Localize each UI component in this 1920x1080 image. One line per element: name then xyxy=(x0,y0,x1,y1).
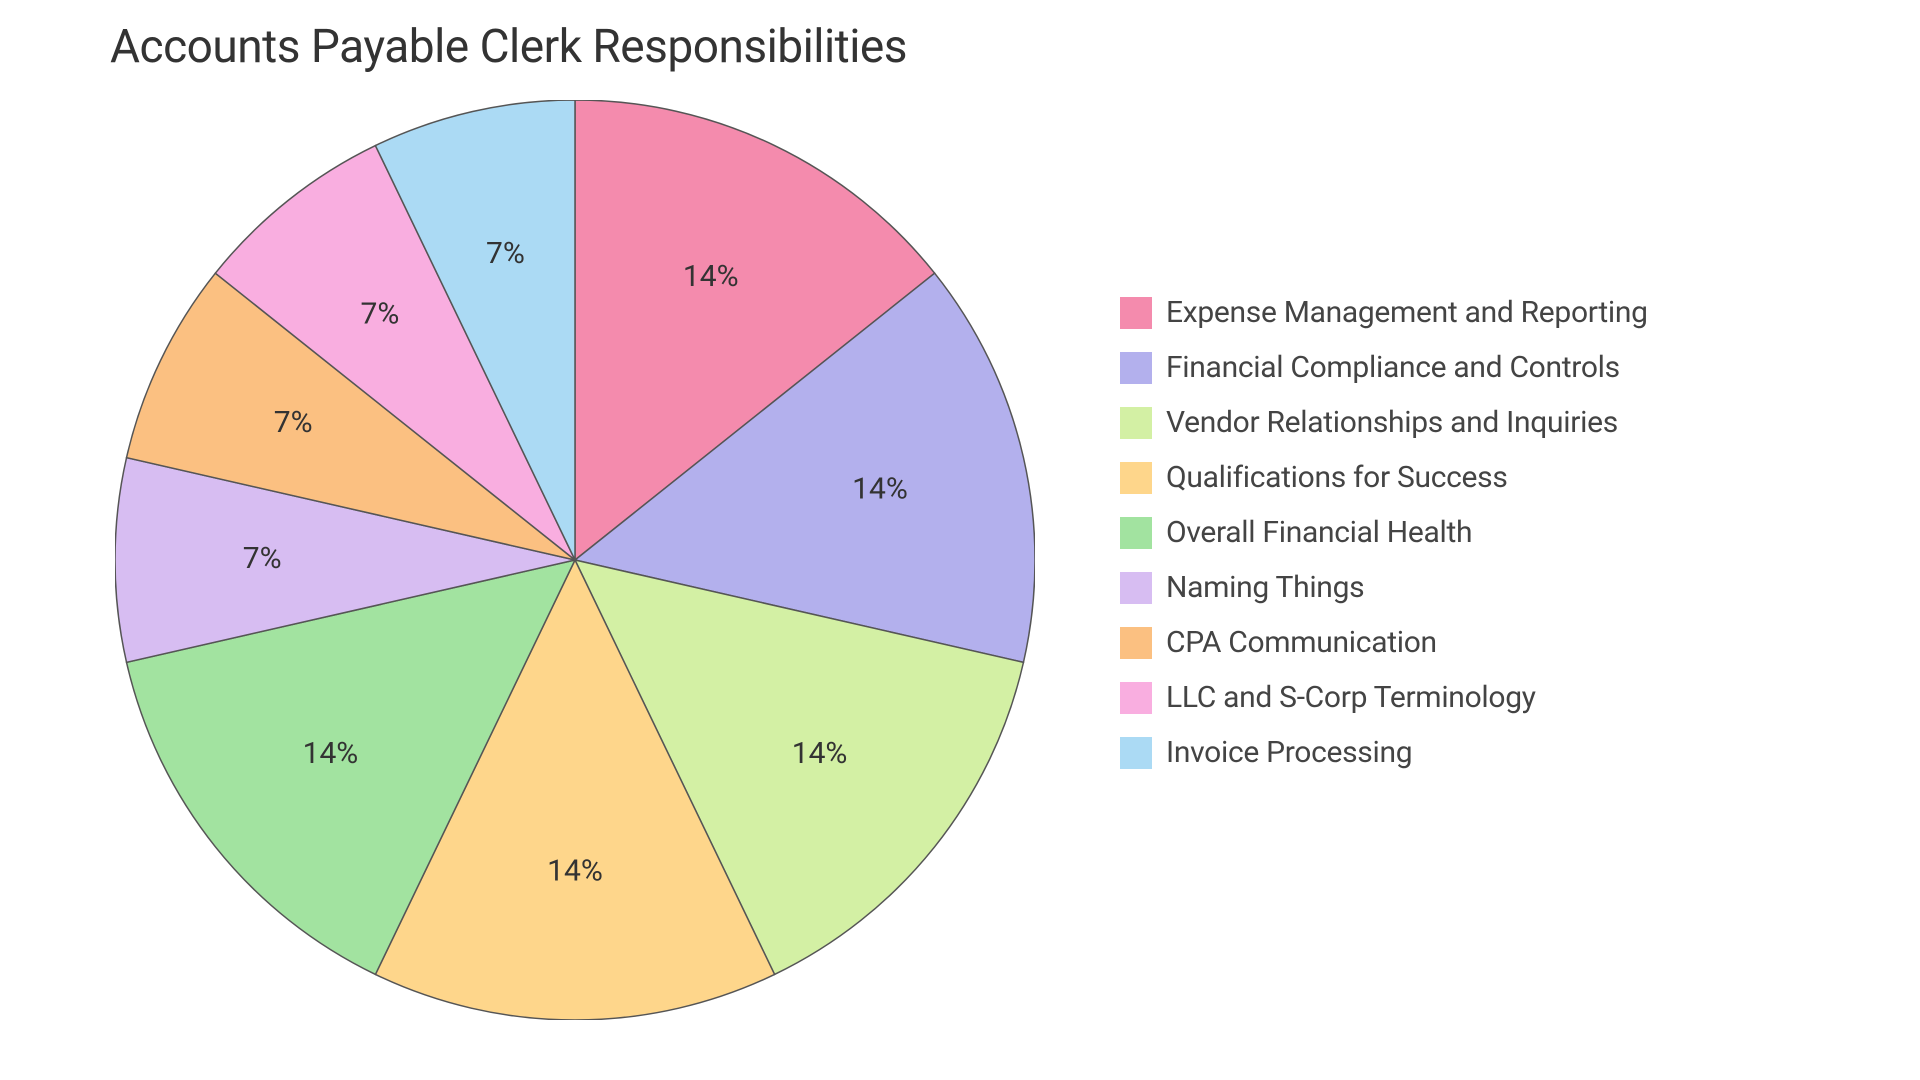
legend-item: Naming Things xyxy=(1120,570,1648,605)
pie-slice-label: 14% xyxy=(792,736,848,771)
legend-swatch xyxy=(1120,462,1152,494)
legend-label: Expense Management and Reporting xyxy=(1166,295,1648,330)
legend-label: LLC and S-Corp Terminology xyxy=(1166,680,1536,715)
legend-swatch xyxy=(1120,737,1152,769)
legend-swatch xyxy=(1120,352,1152,384)
legend-label: Overall Financial Health xyxy=(1166,515,1472,550)
legend-label: Invoice Processing xyxy=(1166,735,1412,770)
legend: Expense Management and Reporting Financia… xyxy=(1120,295,1648,770)
pie-slice-label: 14% xyxy=(683,259,739,294)
legend-item: Financial Compliance and Controls xyxy=(1120,350,1648,385)
legend-item: Expense Management and Reporting xyxy=(1120,295,1648,330)
legend-label: Qualifications for Success xyxy=(1166,460,1508,495)
pie-chart: 14% 14% 14% 14% 14% 7% 7% 7% 7% xyxy=(115,100,1035,1020)
pie-slice-label: 14% xyxy=(303,736,359,771)
legend-swatch xyxy=(1120,297,1152,329)
legend-swatch xyxy=(1120,682,1152,714)
pie-slice-label: 7% xyxy=(243,541,282,576)
legend-label: Financial Compliance and Controls xyxy=(1166,350,1620,385)
legend-item: Qualifications for Success xyxy=(1120,460,1648,495)
pie-slice-label: 7% xyxy=(274,405,313,440)
chart-title: Accounts Payable Clerk Responsibilities xyxy=(110,20,907,74)
legend-item: Overall Financial Health xyxy=(1120,515,1648,550)
legend-item: Invoice Processing xyxy=(1120,735,1648,770)
legend-swatch xyxy=(1120,627,1152,659)
chart-container: Accounts Payable Clerk Responsibilities … xyxy=(0,0,1920,1080)
legend-swatch xyxy=(1120,517,1152,549)
legend-label: Vendor Relationships and Inquiries xyxy=(1166,405,1618,440)
legend-label: CPA Communication xyxy=(1166,625,1437,660)
legend-item: CPA Communication xyxy=(1120,625,1648,660)
pie-slice-label: 7% xyxy=(361,296,400,331)
legend-swatch xyxy=(1120,407,1152,439)
legend-item: LLC and S-Corp Terminology xyxy=(1120,680,1648,715)
legend-swatch xyxy=(1120,572,1152,604)
legend-label: Naming Things xyxy=(1166,570,1364,605)
pie-slice-label: 7% xyxy=(486,236,525,271)
legend-item: Vendor Relationships and Inquiries xyxy=(1120,405,1648,440)
pie-slice-label: 14% xyxy=(852,471,908,506)
pie-slice-label: 14% xyxy=(547,854,603,889)
